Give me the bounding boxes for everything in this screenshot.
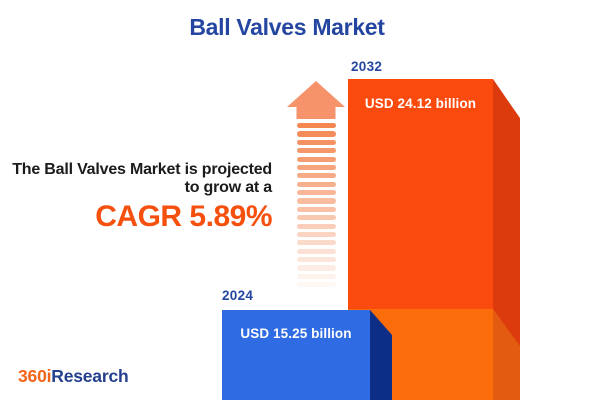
bar-2024-face xyxy=(222,310,370,400)
arrow-stripe xyxy=(296,198,336,204)
brand-logo-research: Research xyxy=(51,366,129,386)
arrow-stripe xyxy=(296,131,336,137)
arrow-stripe xyxy=(296,139,336,145)
arrow-stripe xyxy=(296,223,336,229)
arrow-stripe xyxy=(296,148,336,154)
arrow-stripe xyxy=(296,257,336,263)
annotation-line-1: The Ball Valves Market is projected xyxy=(12,161,272,178)
arrow-stripe xyxy=(296,273,336,279)
arrow-stripe xyxy=(296,248,336,254)
arrow-stripe xyxy=(296,156,336,162)
value-label-2032: USD 24.12 billion xyxy=(364,96,477,111)
annotation-block: The Ball Valves Market is projected to g… xyxy=(0,161,272,234)
annotation-line-2: to grow at a xyxy=(184,178,273,196)
growth-arrow-icon xyxy=(287,81,345,293)
arrow-stripe xyxy=(296,215,336,221)
value-label-2024: USD 15.25 billion xyxy=(240,326,352,341)
arrow-stripe xyxy=(296,123,336,129)
arrow-stripe xyxy=(296,164,336,171)
chart-title: Ball Valves Market xyxy=(189,14,385,40)
brand-logo: 360iResearch xyxy=(18,366,129,387)
arrow-stripe xyxy=(296,173,336,179)
arrow-stripe xyxy=(296,231,336,238)
cagr-value: CAGR 5.89% xyxy=(95,200,272,233)
year-label-2032: 2032 xyxy=(351,59,383,74)
arrow-stripe xyxy=(296,190,336,196)
arrow-head-icon xyxy=(287,81,345,119)
brand-logo-360i: 360i xyxy=(18,366,52,386)
year-label-2024: 2024 xyxy=(222,288,254,303)
arrow-stripe xyxy=(296,206,336,212)
arrow-stripes xyxy=(287,123,345,288)
bar-2024-side xyxy=(370,310,392,400)
arrow-stripe xyxy=(296,265,336,271)
arrow-stripe xyxy=(296,282,336,288)
arrow-stripe xyxy=(296,181,336,187)
arrow-stripe xyxy=(296,240,336,246)
